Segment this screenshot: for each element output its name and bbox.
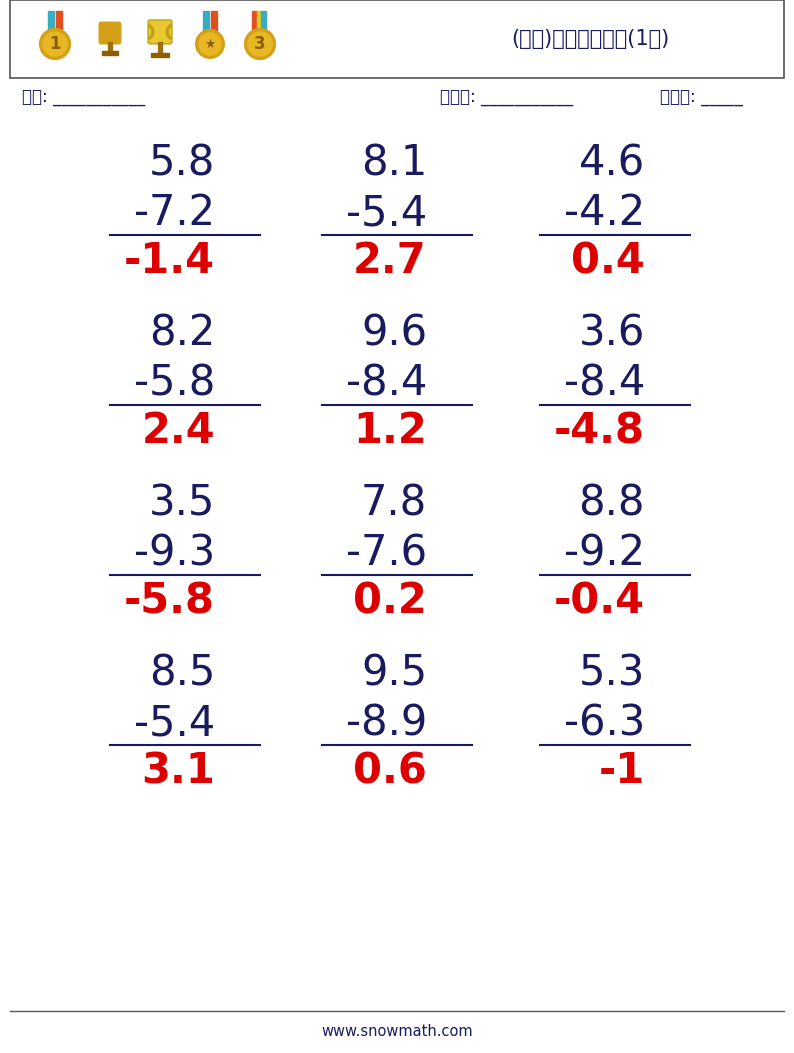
Text: 0.4: 0.4 [571,240,645,282]
Circle shape [199,33,221,55]
Bar [56,11,62,35]
Text: 8.2: 8.2 [148,312,215,354]
Text: -7.2: -7.2 [134,192,215,234]
Text: -8.4: -8.4 [345,362,427,404]
Text: -5.4: -5.4 [345,192,427,234]
Text: -6.3: -6.3 [564,702,645,744]
Text: -1: -1 [599,750,645,792]
Circle shape [195,29,224,58]
Text: 3: 3 [254,35,266,53]
Bar [102,51,118,55]
Text: 3.6: 3.6 [579,312,645,354]
Text: -7.6: -7.6 [346,532,427,574]
Text: 2.4: 2.4 [141,410,215,452]
Text: 8.1: 8.1 [360,142,427,184]
Text: -1.4: -1.4 [124,240,215,282]
Text: -0.4: -0.4 [554,580,645,622]
Text: -5.8: -5.8 [133,362,215,404]
Text: 5.3: 5.3 [579,652,645,694]
FancyBboxPatch shape [99,22,121,44]
Text: 8.8: 8.8 [579,482,645,524]
Text: 4.6: 4.6 [579,142,645,184]
Text: 0.2: 0.2 [353,580,427,622]
Text: 9.6: 9.6 [361,312,427,354]
Text: -8.9: -8.9 [345,702,427,744]
Text: 0.6: 0.6 [353,750,427,792]
Text: -5.4: -5.4 [133,702,215,744]
Bar [256,11,261,35]
Circle shape [40,28,71,59]
Bar [252,11,256,35]
Circle shape [43,32,67,56]
Text: 9.5: 9.5 [361,652,427,694]
Text: -9.3: -9.3 [133,532,215,574]
Text: 名前: ___________: 名前: ___________ [22,90,145,107]
Text: -5.8: -5.8 [124,580,215,622]
Bar [211,11,217,35]
FancyBboxPatch shape [148,20,172,44]
Text: 8.5: 8.5 [148,652,215,694]
Circle shape [245,28,276,59]
Text: 日にち: ___________: 日にち: ___________ [440,90,573,107]
Bar [151,53,169,57]
Text: 7.8: 7.8 [360,482,427,524]
Text: -4.2: -4.2 [564,192,645,234]
Text: -4.8: -4.8 [554,410,645,452]
Text: (筆算)小数の引き算(1桁): (筆算)小数の引き算(1桁) [511,29,669,49]
Text: 2.7: 2.7 [353,240,427,282]
Bar [203,11,209,35]
Text: -9.2: -9.2 [564,532,645,574]
Text: 1.2: 1.2 [353,410,427,452]
Text: www.snowmath.com: www.snowmath.com [322,1024,472,1038]
Text: 3.1: 3.1 [141,750,215,792]
Text: スコア: _____: スコア: _____ [660,90,743,107]
Text: 5.8: 5.8 [148,142,215,184]
Bar [108,42,112,51]
Text: ★: ★ [204,38,216,51]
Bar [261,11,265,35]
Bar [48,11,54,35]
Text: 3.5: 3.5 [148,482,215,524]
Text: 1: 1 [49,35,61,53]
Text: -8.4: -8.4 [564,362,645,404]
Bar [10,0,784,78]
Bar [158,42,162,53]
Circle shape [248,32,272,56]
